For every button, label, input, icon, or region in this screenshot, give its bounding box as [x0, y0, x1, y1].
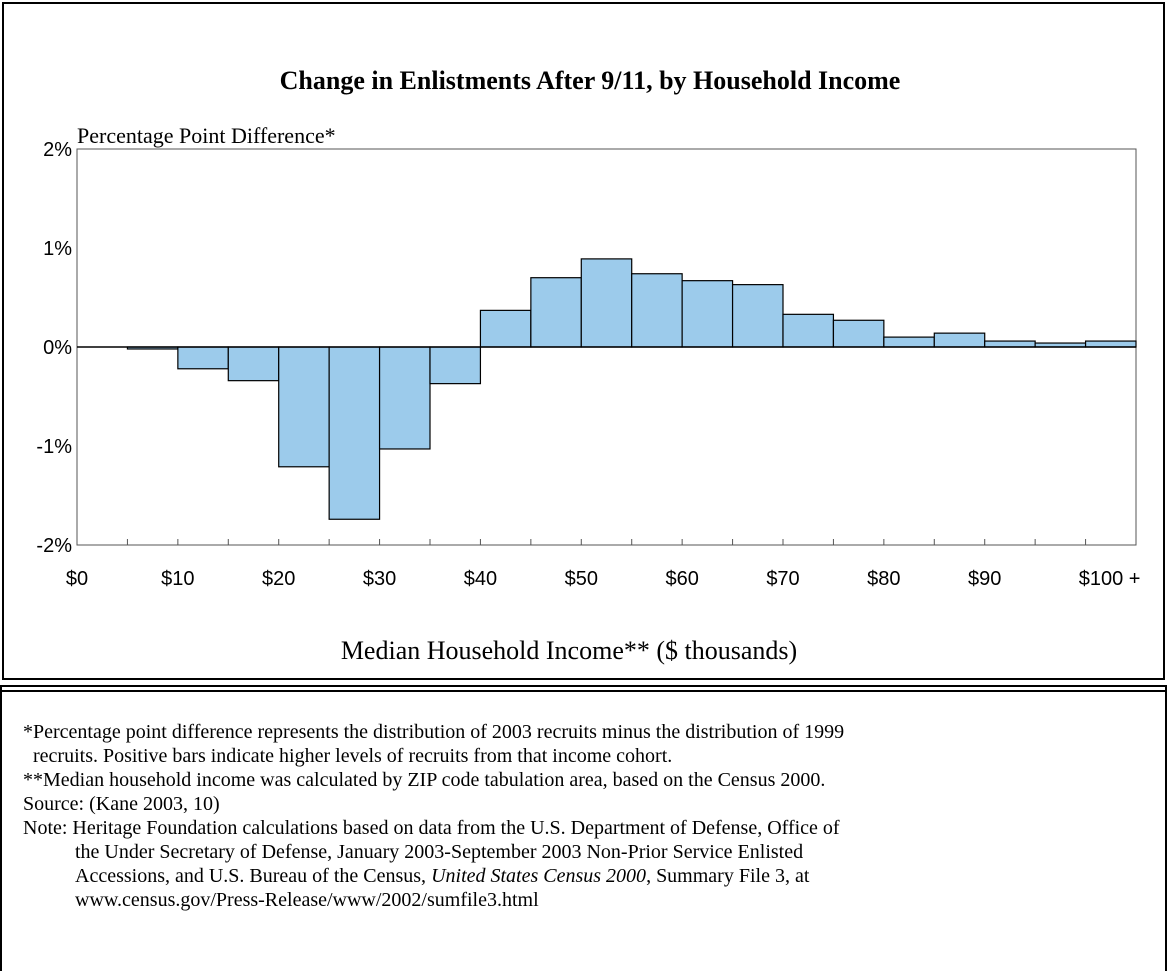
chart-frame	[2, 2, 1165, 680]
bar-4	[278, 346, 330, 468]
bar-17	[933, 332, 986, 348]
note-line-4: www.census.gov/Press-Release/www/2002/su…	[75, 889, 539, 911]
bar-9	[530, 277, 582, 348]
x-tick-label: $80	[867, 568, 900, 590]
x-tick-label: $70	[766, 568, 799, 590]
x-tick-label: $100 +	[1079, 568, 1141, 590]
note-line-1: Note: Heritage Foundation calculations b…	[23, 817, 840, 839]
note-line-2: the Under Secretary of Defense, January …	[75, 841, 804, 863]
bar-10	[580, 258, 633, 348]
bar-5	[328, 346, 381, 520]
bar-12	[681, 280, 734, 348]
notes-frame	[0, 685, 1167, 971]
bar-20	[1084, 340, 1137, 348]
x-tick-label: $0	[66, 568, 88, 590]
x-tick-label: $60	[665, 568, 698, 590]
bar-3	[227, 346, 280, 382]
x-tick-label: $10	[161, 568, 194, 590]
bar-7	[429, 346, 482, 385]
x-axis-label: Median Household Income** ($ thousands)	[341, 636, 797, 665]
bar-15	[832, 319, 885, 348]
x-tick-label: $20	[262, 568, 295, 590]
chart: Change in Enlistments After 9/11, by Hou…	[36, 66, 1140, 665]
bar-13	[731, 284, 784, 348]
source-line: Source: (Kane 2003, 10)	[23, 793, 220, 815]
x-tick-label: $90	[968, 568, 1001, 590]
y-tick-label: -2%	[36, 535, 72, 557]
footnote-1-cont: recruits. Positive bars indicate higher …	[33, 745, 673, 767]
bar-2	[177, 346, 229, 370]
note-line-3-c: , Summary File 3, at	[646, 865, 810, 887]
footnote-2: **Median household income was calculated…	[23, 769, 826, 791]
census-title: United States Census 2000	[431, 865, 647, 887]
bar-18	[984, 340, 1036, 348]
note-line-3: Accessions, and U.S. Bureau of the Censu…	[75, 864, 809, 888]
x-tick-label: $30	[363, 568, 396, 590]
chart-title: Change in Enlistments After 9/11, by Hou…	[280, 66, 901, 95]
divider	[0, 690, 1167, 692]
x-tick-label: $40	[464, 568, 497, 590]
bar-14	[782, 313, 835, 348]
y-tick-label: 1%	[43, 238, 72, 260]
note-line-3-a: Accessions, and U.S. Bureau of the Censu…	[75, 865, 432, 887]
x-tick-label: $50	[565, 568, 598, 590]
plot-area: 2% 1% 0% -1% -2% $0 $10 $20 $30 $40 $50 $60 $70 $80 $9…	[36, 139, 1140, 590]
y-axis-label: Percentage Point Difference*	[77, 123, 336, 148]
bar-6	[378, 346, 431, 450]
y-tick-label: 2%	[43, 139, 72, 161]
y-tick-label: -1%	[36, 436, 72, 458]
y-tick-label: 0%	[43, 337, 72, 359]
bar-16	[883, 336, 935, 348]
bar-8	[479, 309, 532, 348]
bar-11	[631, 273, 683, 348]
footnote-1: *Percentage point difference represents …	[23, 721, 845, 743]
